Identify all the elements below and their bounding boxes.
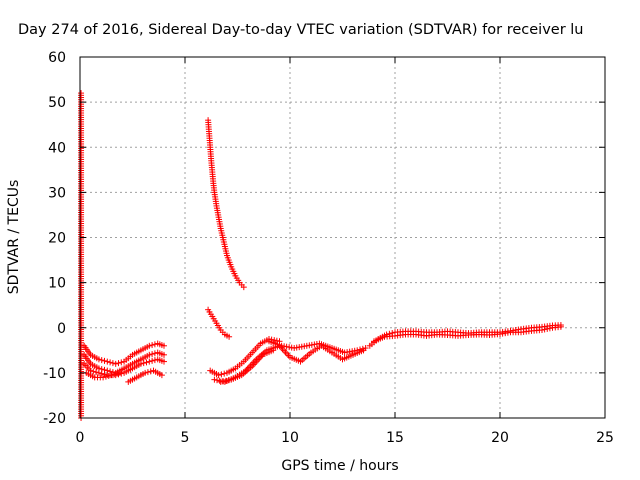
- data-point: [95, 356, 102, 363]
- data-point: [211, 376, 218, 383]
- y-tick-label: 0: [57, 321, 66, 337]
- data-point: [114, 370, 121, 377]
- axis-ticks: [79, 56, 606, 419]
- data-point: [161, 351, 167, 358]
- y-tick-label: 30: [48, 185, 66, 201]
- data-point: [149, 357, 156, 364]
- data-point: [105, 372, 112, 379]
- x-tick-label: 25: [596, 430, 614, 446]
- data-point: [115, 360, 122, 367]
- data-point: [104, 358, 111, 365]
- data-point: [109, 360, 116, 367]
- y-axis-label: SDTVAR / TECUs: [6, 180, 22, 295]
- y-tick-label: -20: [43, 411, 66, 427]
- y-tick-label: -10: [43, 366, 66, 382]
- y-tick-label: 40: [48, 140, 66, 156]
- data-point: [161, 342, 167, 349]
- data-point: [215, 372, 222, 379]
- data-point: [144, 369, 151, 376]
- data-point: [271, 337, 278, 344]
- grid: [80, 57, 605, 418]
- x-tick-label: 15: [386, 430, 404, 446]
- data-point: [222, 377, 229, 384]
- data-point: [546, 325, 553, 332]
- data-point: [214, 377, 221, 384]
- x-tick-label: 10: [281, 430, 299, 446]
- data-point: [149, 351, 156, 358]
- data-point: [146, 342, 153, 349]
- y-tick-label: 10: [48, 276, 66, 292]
- x-tick-label: 0: [76, 430, 85, 446]
- chart-title: Day 274 of 2016, Sidereal Day-to-day VTE…: [18, 22, 583, 38]
- x-tick-label: 20: [491, 430, 509, 446]
- data-point: [225, 377, 232, 384]
- data-point: [112, 360, 119, 367]
- data-point: [142, 369, 149, 376]
- data-point: [108, 372, 115, 379]
- y-tick-label: 20: [48, 231, 66, 247]
- data-point: [226, 333, 233, 340]
- data-point: [557, 323, 564, 330]
- tick-labels: 0 5 10 15 20 25 -20 -10 0 10 20 30 40 50 60: [43, 50, 614, 446]
- data-point: [98, 357, 105, 364]
- data-point: [95, 369, 102, 376]
- data-point: [541, 326, 548, 333]
- data-point: [107, 359, 114, 366]
- data-point: [217, 378, 224, 385]
- data-point: [161, 358, 167, 365]
- data-point: [143, 359, 150, 366]
- data-point: [137, 360, 144, 367]
- x-tick-label: 5: [181, 430, 190, 446]
- data-point: [216, 377, 223, 384]
- y-tick-label: 60: [48, 50, 66, 66]
- data-point: [158, 372, 165, 379]
- data-point: [101, 357, 108, 364]
- x-axis-label: GPS time / hours: [281, 458, 398, 474]
- data-point: [220, 378, 227, 385]
- data-point: [146, 351, 153, 358]
- data-point: [544, 325, 551, 332]
- data-point: [240, 284, 247, 291]
- data-point: [149, 342, 156, 349]
- data-point: [90, 368, 97, 375]
- data-point: [539, 327, 545, 334]
- data-point: [140, 360, 147, 367]
- data-point: [270, 347, 277, 354]
- data-point: [100, 374, 107, 381]
- data-point: [221, 370, 228, 377]
- data-point: [111, 371, 118, 378]
- data-point: [118, 359, 125, 366]
- data-point: [360, 347, 367, 354]
- data-point: [146, 358, 153, 365]
- data-point: [116, 369, 123, 376]
- data-points: [78, 90, 564, 421]
- data-point: [98, 370, 105, 377]
- y-tick-label: 50: [48, 95, 66, 111]
- data-point: [93, 369, 100, 376]
- data-point: [218, 371, 225, 378]
- data-point: [102, 373, 109, 380]
